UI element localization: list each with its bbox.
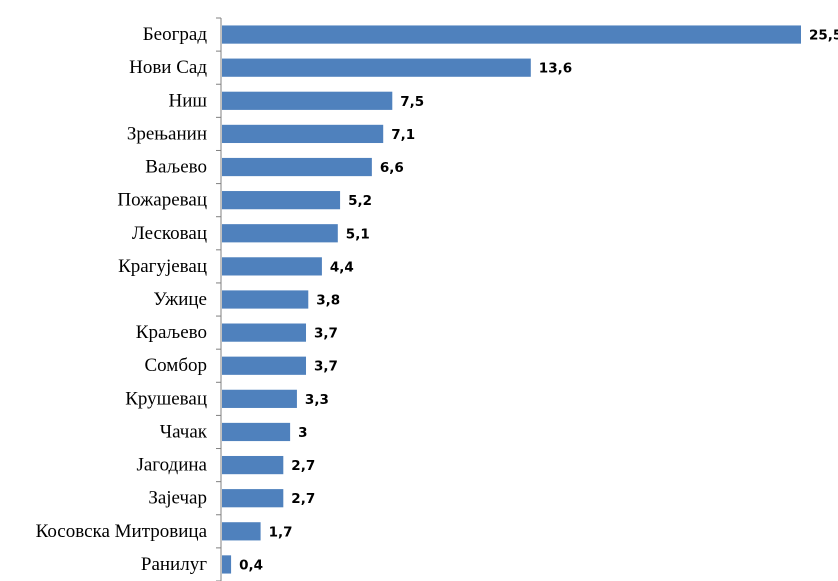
category-label: Зрењанин — [127, 123, 207, 144]
data-label: 25,5 — [809, 28, 838, 44]
bar — [222, 522, 261, 541]
data-label: 7,5 — [400, 94, 424, 110]
bar — [222, 257, 322, 276]
bar — [222, 422, 291, 442]
data-label: 3,8 — [316, 293, 340, 309]
category-label: Београд — [143, 24, 208, 45]
category-label: Ниш — [168, 90, 207, 111]
data-label: 5,2 — [348, 193, 372, 209]
category-axis-ticks — [216, 17, 221, 581]
bar — [222, 290, 309, 309]
data-label: 4,4 — [330, 259, 354, 275]
category-label: Зајечар — [148, 488, 207, 509]
category-label: Нови Сад — [129, 57, 207, 78]
data-label: 6,6 — [380, 160, 404, 176]
data-label: 7,1 — [391, 127, 415, 143]
category-label: Крушевац — [125, 388, 207, 409]
category-label: Краљево — [136, 322, 207, 343]
bar — [222, 58, 531, 77]
bar — [222, 555, 232, 574]
category-label: Пожаревац — [117, 190, 207, 211]
category-label: Јагодина — [136, 455, 207, 476]
bar — [222, 25, 801, 44]
data-label: 3,7 — [314, 326, 338, 342]
data-labels: 25,5 13,6 7,5 7,1 6,6 5,2 5,1 4,4 3,8 3,7 3,7 3,3 3 2… — [239, 28, 838, 574]
data-label: 3,3 — [305, 392, 329, 408]
category-label: Ранилуг — [141, 554, 207, 575]
category-labels: Београд Нови Сад Ниш Зрењанин Ваљево Пожарева… — [36, 24, 208, 575]
bar — [222, 91, 393, 110]
data-label: 5,1 — [346, 226, 370, 242]
category-label: Крагујевац — [118, 256, 207, 277]
bar — [222, 124, 384, 144]
bar — [222, 157, 372, 177]
bar — [222, 323, 307, 342]
bar-series — [222, 25, 801, 574]
category-label: Чачак — [160, 421, 208, 442]
bar — [222, 356, 307, 375]
bar — [222, 489, 284, 508]
category-label: Косовска Митровица — [36, 521, 208, 542]
data-label: 1,7 — [269, 524, 293, 540]
category-label: Ужице — [153, 289, 207, 310]
category-label: Лесковац — [132, 223, 207, 244]
bar — [222, 389, 297, 408]
data-label: 2,7 — [291, 458, 315, 474]
data-label: 3 — [298, 425, 307, 441]
data-label: 3,7 — [314, 359, 338, 375]
data-label: 13,6 — [539, 61, 572, 77]
bar — [222, 455, 284, 475]
bar — [222, 191, 341, 210]
data-label: 0,4 — [239, 557, 263, 573]
category-label: Сомбор — [144, 355, 207, 376]
data-label: 2,7 — [291, 491, 315, 507]
bar — [222, 224, 338, 243]
category-label: Ваљево — [145, 157, 207, 178]
